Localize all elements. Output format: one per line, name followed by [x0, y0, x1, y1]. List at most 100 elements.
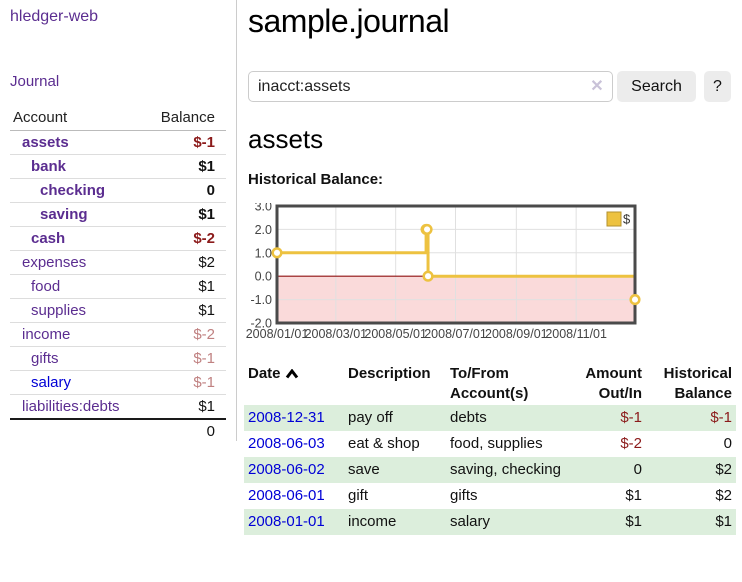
account-link[interactable]: expenses	[22, 254, 87, 271]
transaction-description: gift	[348, 487, 369, 504]
account-balance: $1	[143, 154, 226, 179]
help-button[interactable]: ?	[704, 71, 731, 102]
svg-text:1.0: 1.0	[255, 246, 272, 260]
main-content: sample.journal ✕ Search ? assets Histori…	[237, 0, 742, 582]
account-balance: $-2	[143, 226, 226, 251]
account-row: cash $-2	[10, 226, 226, 251]
svg-text:2008/11/01: 2008/11/01	[545, 327, 607, 341]
transaction-description: save	[344, 457, 446, 483]
account-link[interactable]: saving	[40, 206, 88, 223]
account-link[interactable]: supplies	[31, 302, 87, 319]
account-link[interactable]: bank	[31, 158, 67, 175]
transaction-balance: $-1	[646, 405, 736, 431]
sidebar: hledger-web Journal Account Balance asse…	[0, 0, 237, 443]
transaction-date-link[interactable]: 2008-12-31	[248, 409, 325, 426]
transaction-description: pay off	[344, 405, 446, 431]
register-row: 2008-06-01 gift gifts $1 $2	[244, 483, 736, 509]
transaction-date-link[interactable]: 2008-06-02	[248, 461, 325, 478]
sidebar-item-journal[interactable]: Journal	[10, 73, 60, 90]
account-row: salary $-1	[10, 370, 226, 395]
account-link[interactable]: gifts	[31, 350, 59, 367]
search-button[interactable]: Search	[617, 71, 696, 102]
svg-text:2.0: 2.0	[255, 223, 272, 237]
app-brand-link[interactable]: hledger-web	[10, 8, 99, 25]
transaction-date-link[interactable]: 2008-06-03	[248, 435, 325, 452]
register-row: 2008-12-31 pay off debts $-1 $-1	[244, 405, 736, 431]
chart-title: Historical Balance:	[248, 171, 384, 188]
transaction-accounts: saving, checking	[446, 457, 566, 483]
account-balance: $1	[143, 202, 226, 227]
account-heading: assets	[248, 124, 324, 154]
account-link[interactable]: assets	[22, 134, 69, 151]
transaction-amount: 0	[566, 457, 646, 483]
clear-search-icon[interactable]: ✕	[590, 78, 604, 95]
account-link[interactable]: cash	[31, 230, 66, 247]
svg-text:-1.0: -1.0	[250, 293, 272, 307]
account-row: supplies $1	[10, 298, 226, 323]
transaction-description: eat & shop	[348, 435, 420, 452]
register-row: 2008-06-02 save saving, checking 0 $2	[244, 457, 736, 483]
balance-column-header[interactable]: Historical Balance	[663, 365, 732, 402]
svg-text:$: $	[623, 212, 631, 227]
account-balance: $1	[143, 394, 226, 420]
sort-ascending-icon	[285, 368, 298, 379]
register-row: 2008-01-01 income salary $1 $1	[244, 509, 736, 535]
transaction-amount: $1	[566, 509, 646, 535]
transaction-balance: 0	[723, 435, 732, 452]
transaction-amount: $-1	[566, 405, 646, 431]
historical-balance-chart[interactable]: 3.0 2.0 1.0 0.0 -1.0 -2.0 2008/01/01 2008/03/01…	[245, 200, 645, 345]
transaction-date-link[interactable]: 2008-01-01	[248, 513, 325, 530]
account-link[interactable]: checking	[40, 182, 106, 199]
transaction-date-link[interactable]: 2008-06-01	[248, 487, 325, 504]
transaction-accounts: food, supplies	[450, 435, 543, 452]
account-link[interactable]: liabilities:debts	[22, 398, 120, 415]
account-balance: $-1	[143, 370, 226, 395]
transaction-accounts: debts	[446, 405, 566, 431]
accounts-column-header[interactable]: To/From Account(s)	[450, 365, 529, 402]
transaction-amount: $1	[625, 487, 642, 504]
account-row: bank $1	[10, 154, 226, 179]
transaction-balance: $1	[646, 509, 736, 535]
account-balance: $2	[143, 250, 226, 275]
register-row: 2008-06-03 eat & shop food, supplies $-2 0	[244, 431, 736, 457]
account-row: expenses $2	[10, 250, 226, 275]
account-balance: $1	[143, 298, 226, 323]
account-row: saving $1	[10, 202, 226, 227]
account-row: gifts $-1	[10, 346, 226, 371]
svg-text:2008/09/01: 2008/09/01	[485, 327, 548, 341]
svg-text:2008/07/01: 2008/07/01	[424, 327, 487, 341]
register-table: Date Description To/From Account(s) Amou…	[244, 363, 736, 535]
svg-text:3.0: 3.0	[255, 203, 272, 214]
transaction-balance: $2	[715, 487, 732, 504]
svg-text:2008/01/01: 2008/01/01	[246, 327, 309, 341]
description-column-header[interactable]: Description	[348, 365, 431, 382]
account-link[interactable]: income	[22, 326, 71, 343]
account-link[interactable]: salary	[31, 374, 72, 391]
svg-text:-2.0: -2.0	[250, 317, 272, 331]
svg-text:2008/05/01: 2008/05/01	[364, 327, 427, 341]
account-balance: $1	[143, 274, 226, 299]
transaction-balance: $2	[646, 457, 736, 483]
svg-text:2008/03/01: 2008/03/01	[305, 327, 368, 341]
accounts-table: Account Balance assets $-1 bank $1 checking 0…	[10, 106, 226, 443]
account-link[interactable]: food	[31, 278, 61, 295]
accounts-table-header: Account Balance	[10, 106, 226, 131]
account-balance: $-2	[143, 322, 226, 347]
account-row: liabilities:debts $1	[10, 394, 226, 420]
date-column-header[interactable]: Date	[244, 363, 344, 405]
account-row: checking 0	[10, 178, 226, 203]
balance-column-header: Balance	[143, 106, 226, 131]
accounts-total-balance: 0	[143, 418, 226, 443]
search-input[interactable]	[248, 71, 613, 102]
transaction-accounts: gifts	[450, 487, 478, 504]
account-balance: 0	[143, 178, 226, 203]
svg-text:0.0: 0.0	[255, 270, 272, 284]
account-balance: $-1	[143, 346, 226, 371]
transaction-accounts: salary	[446, 509, 566, 535]
transaction-description: income	[344, 509, 446, 535]
register-table-header: Date Description To/From Account(s) Amou…	[244, 363, 736, 405]
account-column-header: Account	[10, 106, 144, 131]
transaction-amount: $-2	[620, 435, 642, 452]
amount-column-header[interactable]: Amount Out/In	[585, 365, 642, 402]
account-balance: $-1	[143, 130, 226, 155]
